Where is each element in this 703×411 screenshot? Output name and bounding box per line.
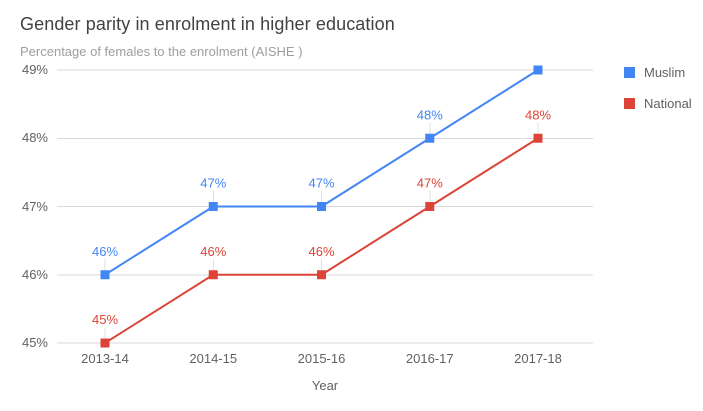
legend-label: National — [644, 96, 692, 111]
data-point-marker-muslim — [100, 270, 110, 280]
legend-swatch-icon — [624, 67, 635, 78]
data-point-marker-muslim — [533, 65, 543, 75]
data-point-marker-muslim — [317, 202, 326, 211]
data-point-marker-national — [208, 270, 218, 280]
y-tick-label: 45% — [21, 335, 48, 350]
data-point-marker-national — [533, 133, 543, 143]
data-label-muslim: 47% — [308, 176, 334, 191]
data-label-muslim: 48% — [417, 107, 443, 122]
data-label-national: 46% — [308, 244, 334, 259]
x-tick-label: 2016-17 — [405, 351, 454, 366]
legend-item-muslim: Muslim — [624, 65, 692, 80]
data-label-muslim: 46% — [92, 244, 118, 259]
y-tick-label: 48% — [21, 130, 48, 146]
chart-subtitle: Percentage of females to the enrolment (… — [20, 44, 303, 59]
data-point-marker-national — [425, 202, 435, 211]
y-tick-label: 49% — [21, 62, 48, 77]
series-line-national — [104, 137, 539, 344]
x-axis-title: Year — [311, 378, 339, 393]
data-label-national: 48% — [525, 107, 551, 122]
data-label-national: 45% — [92, 312, 118, 327]
legend: Muslim National — [624, 65, 692, 111]
data-point-marker-national — [317, 270, 326, 280]
legend-swatch-icon — [624, 98, 635, 109]
chart-title: Gender parity in enrolment in higher edu… — [20, 14, 395, 34]
x-tick-label: 2015-16 — [297, 351, 346, 366]
y-tick-label: 46% — [21, 266, 48, 282]
plot-area: 46% 47% 47% 48% 45% 46% 46% 47% 48% — [57, 65, 593, 348]
data-label-national: 46% — [200, 244, 226, 259]
data-point-marker-muslim — [208, 202, 218, 211]
legend-label: Muslim — [644, 65, 686, 80]
data-label-national: 47% — [417, 176, 443, 191]
data-point-marker-national — [100, 338, 110, 348]
y-tick-label: 47% — [21, 198, 48, 214]
x-tick-label: 2017-18 — [514, 351, 562, 366]
data-label-muslim: 47% — [200, 176, 226, 191]
x-tick-label: 2013-14 — [81, 351, 129, 366]
legend-item-national: National — [624, 96, 692, 111]
x-tick-label: 2014-15 — [189, 351, 238, 366]
data-point-marker-muslim — [425, 133, 435, 143]
